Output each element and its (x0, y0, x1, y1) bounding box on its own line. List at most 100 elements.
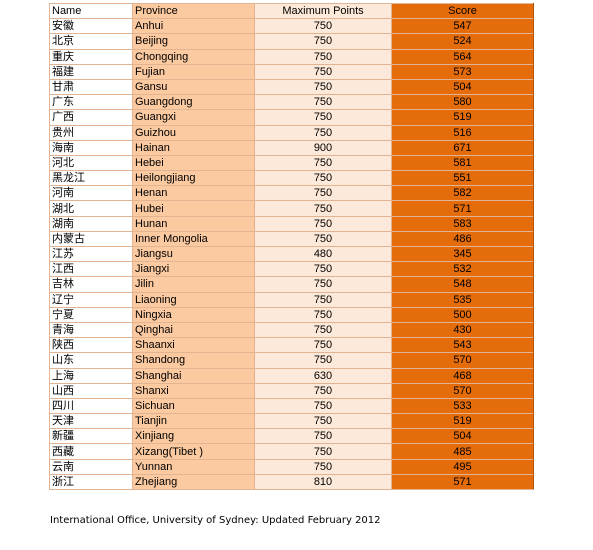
table-row: 天津 Tianjin 750 519 (49, 413, 534, 429)
cell-name: 广东 (49, 94, 133, 110)
cell-max-points: 750 (254, 291, 392, 308)
cell-max-points: 750 (254, 215, 392, 232)
cell-max-points: 630 (254, 367, 392, 384)
table-row: 内蒙古 Inner Mongolia 750 486 (49, 230, 534, 247)
table-row: 福建 Fujian 750 573 (49, 63, 534, 80)
table-row: 湖北 Hubei 750 571 (49, 200, 534, 217)
cell-province: Anhui (132, 18, 255, 34)
cell-province: Xizang(Tibet ) (132, 443, 255, 460)
cell-max-points: 750 (254, 321, 392, 338)
cell-score: 468 (391, 367, 534, 384)
cell-max-points: 750 (254, 18, 392, 34)
cell-max-points: 750 (254, 154, 392, 171)
cell-name: 上海 (49, 367, 133, 384)
cell-max-points: 750 (254, 382, 392, 399)
cell-province: Heilongjiang (132, 170, 255, 186)
cell-province: Guangdong (132, 94, 255, 110)
cell-province: Yunnan (132, 458, 255, 475)
table-row: 宁夏 Ningxia 750 500 (49, 306, 534, 323)
cell-score: 551 (391, 170, 534, 186)
cell-score: 543 (391, 337, 534, 353)
cell-score: 504 (391, 78, 534, 95)
table-row: 青海 Qinghai 750 430 (49, 321, 534, 338)
cell-name: 新疆 (49, 428, 133, 444)
cell-max-points: 750 (254, 94, 392, 110)
table-row: 辽宁 Liaoning 750 535 (49, 291, 534, 308)
table-row: 西藏 Xizang(Tibet ) 750 485 (49, 443, 534, 460)
cell-province: Liaoning (132, 291, 255, 308)
cell-max-points: 750 (254, 48, 392, 65)
cell-name: 山东 (49, 352, 133, 368)
cell-province: Fujian (132, 63, 255, 80)
cell-score: 571 (391, 473, 534, 491)
cell-score: 581 (391, 154, 534, 171)
cell-score: 583 (391, 215, 534, 232)
cell-name: 宁夏 (49, 306, 133, 323)
table-row: 河北 Hebei 750 581 (49, 154, 534, 171)
cell-name: 江苏 (49, 245, 133, 262)
cell-max-points: 750 (254, 413, 392, 429)
cell-name: 广西 (49, 109, 133, 125)
table-row: 河南 Henan 750 582 (49, 185, 534, 201)
cell-score: 519 (391, 413, 534, 429)
table-row: 吉林 Jilin 750 548 (49, 276, 534, 293)
cell-province: Ningxia (132, 306, 255, 323)
cell-max-points: 750 (254, 33, 392, 50)
cell-score: 486 (391, 230, 534, 247)
cell-max-points: 750 (254, 124, 392, 141)
table-row: 山东 Shandong 750 570 (49, 352, 534, 368)
cell-province: Sichuan (132, 397, 255, 414)
cell-name: 江西 (49, 261, 133, 277)
cell-score: 570 (391, 352, 534, 368)
cell-province: Zhejiang (132, 473, 255, 491)
table-row: 上海 Shanghai 630 468 (49, 367, 534, 384)
cell-name: 重庆 (49, 48, 133, 65)
cell-max-points: 750 (254, 185, 392, 201)
cell-province: Qinghai (132, 321, 255, 338)
cell-score: 519 (391, 109, 534, 125)
cell-max-points: 750 (254, 337, 392, 353)
cell-name: 湖南 (49, 215, 133, 232)
cell-max-points: 750 (254, 63, 392, 80)
cell-score: 548 (391, 276, 534, 293)
cell-name: 西藏 (49, 443, 133, 460)
header-name: Name (49, 2, 133, 19)
cell-province: Hunan (132, 215, 255, 232)
cell-max-points: 750 (254, 109, 392, 125)
table-row: 海南 Hainan 900 671 (49, 139, 534, 156)
cell-province: Hebei (132, 154, 255, 171)
cell-max-points: 750 (254, 200, 392, 217)
table-row: 安徽 Anhui 750 547 (49, 18, 534, 34)
table-row: 陕西 Shaanxi 750 543 (49, 337, 534, 353)
cell-score: 573 (391, 63, 534, 80)
table-row: 湖南 Hunan 750 583 (49, 215, 534, 232)
cell-name: 海南 (49, 139, 133, 156)
cell-name: 河南 (49, 185, 133, 201)
table-row: 甘肃 Gansu 750 504 (49, 78, 534, 95)
cell-score: 485 (391, 443, 534, 460)
cell-max-points: 750 (254, 261, 392, 277)
cell-max-points: 750 (254, 276, 392, 293)
cell-max-points: 750 (254, 352, 392, 368)
cell-province: Chongqing (132, 48, 255, 65)
cell-province: Xinjiang (132, 428, 255, 444)
cell-name: 云南 (49, 458, 133, 475)
cell-max-points: 810 (254, 473, 392, 491)
cell-max-points: 750 (254, 170, 392, 186)
cell-score: 564 (391, 48, 534, 65)
cell-province: Beijing (132, 33, 255, 50)
cell-name: 北京 (49, 33, 133, 50)
cell-province: Hainan (132, 139, 255, 156)
table-row: 黑龙江 Heilongjiang 750 551 (49, 170, 534, 186)
cell-province: Gansu (132, 78, 255, 95)
cell-max-points: 750 (254, 443, 392, 460)
cell-province: Hubei (132, 200, 255, 217)
cell-name: 湖北 (49, 200, 133, 217)
cell-province: Inner Mongolia (132, 230, 255, 247)
cell-max-points: 750 (254, 397, 392, 414)
cell-score: 532 (391, 261, 534, 277)
cell-name: 辽宁 (49, 291, 133, 308)
header-row: Name Province Maximum Points Score (49, 2, 534, 19)
cell-score: 570 (391, 382, 534, 399)
cell-score: 504 (391, 428, 534, 444)
